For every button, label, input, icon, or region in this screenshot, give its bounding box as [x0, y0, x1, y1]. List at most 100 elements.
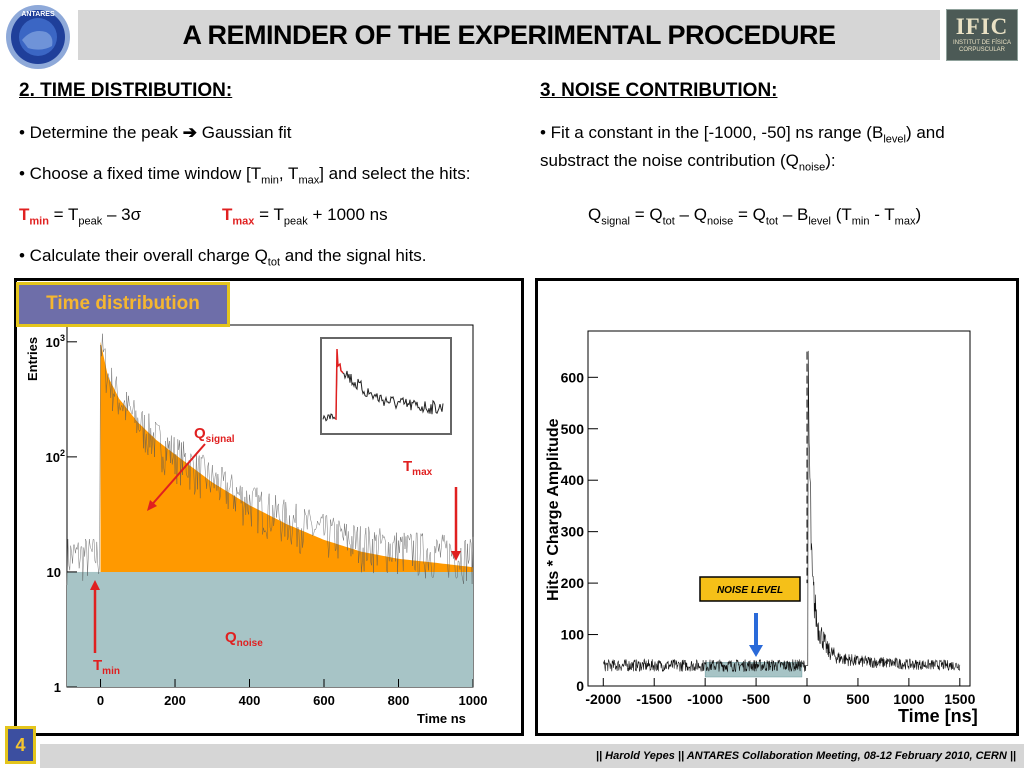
formula-text: = T	[254, 205, 284, 224]
y-tick-label: 300	[561, 524, 585, 540]
x-tick-label: 1000	[459, 693, 488, 708]
y-tick-label: 1	[54, 680, 61, 695]
bullet-calculate-charge: • Calculate their overall charge Qtot an…	[19, 246, 427, 268]
subscript: min	[29, 215, 49, 228]
x-tick-label: 600	[313, 693, 335, 708]
ific-logo-text: IFIC	[955, 14, 1009, 39]
bullet-text: ) and	[905, 123, 945, 142]
page-number: 4	[5, 726, 36, 764]
x-axis-label: Time [ns]	[898, 706, 978, 726]
x-tick-label: 200	[164, 693, 186, 708]
x-tick-label: 0	[97, 693, 104, 708]
subscript: level	[883, 133, 906, 146]
y-tick-label: 10	[47, 565, 61, 580]
subscript: max	[894, 215, 916, 228]
bullet-time-window: • Choose a fixed time window [Tmin, Tmax…	[19, 164, 470, 186]
formula-text: )	[915, 205, 922, 224]
subscript: tot	[662, 215, 675, 228]
bullet-text: • Determine the peak	[19, 123, 183, 142]
inset-peak-trace	[334, 348, 344, 421]
x-tick-label: 1500	[944, 691, 975, 707]
bullet-text: and the signal hits.	[280, 246, 427, 265]
formula-text: = Q	[733, 205, 766, 224]
formula-text: Q	[588, 205, 602, 224]
bullet-text: ] and select the hits:	[319, 164, 471, 183]
noise-level-arrowhead	[749, 645, 763, 657]
y-tick-label: 102	[46, 448, 65, 465]
tmin-label: Tmin	[93, 657, 120, 677]
y-tick-label: 200	[561, 575, 585, 591]
subscript: noise	[706, 215, 734, 228]
subscript: min	[261, 174, 279, 187]
bullet-text: Gaussian fit	[197, 123, 292, 142]
noise-contribution-heading: 3. NOISE CONTRIBUTION:	[540, 80, 778, 101]
x-tick-label: 500	[846, 691, 870, 707]
formula-text: = T	[48, 205, 79, 224]
subscript: tot	[765, 215, 779, 228]
tmax-arrowhead	[451, 551, 461, 561]
x-tick-label: -1500	[636, 691, 672, 707]
qsignal-arrowhead	[147, 500, 157, 511]
bullet-text: , T	[278, 164, 299, 183]
plot-frame	[587, 330, 971, 687]
qsignal-formula: Qsignal = Qtot – Qnoise = Qtot – Blevel …	[588, 205, 921, 227]
footer-bar	[40, 744, 1024, 768]
subscript: peak	[78, 215, 103, 228]
charge-amplitude-chart: -2000 -1500 -1000 -500 0 500 1000 1500 0 100 200 30…	[545, 330, 978, 726]
tmax-formula: Tmax = Tpeak + 1000 ns	[222, 205, 388, 227]
qnoise-label: Qnoise	[225, 629, 263, 649]
y-axis-label: Entries	[25, 337, 40, 381]
formula-symbol: T	[19, 205, 30, 224]
x-tick-label: -500	[742, 691, 770, 707]
formula-symbol: T	[222, 205, 233, 224]
y-tick-label: 400	[561, 472, 585, 488]
x-tick-label: -2000	[585, 691, 621, 707]
noise-level-box	[699, 576, 801, 602]
x-tick-label: 1000	[893, 691, 924, 707]
x-axis-label: Time ns	[417, 711, 466, 726]
charge-trace	[603, 350, 961, 673]
tmin-formula: Tmin = Tpeak – 3σ	[19, 205, 141, 227]
subscript: max	[298, 174, 320, 187]
antares-logo-text: ANTARES	[21, 11, 55, 18]
antares-logo: ANTARES	[2, 2, 74, 70]
bullet-text: • Fit a constant in the [-1000, -50] ns …	[540, 123, 884, 142]
noise-level-label: NOISE LEVEL	[717, 585, 783, 596]
formula-text: + 1000 ns	[307, 205, 388, 224]
ific-logo: IFIC INSTITUT DE FÍSICA CORPUSCULAR	[946, 9, 1018, 61]
subscript: tot	[267, 256, 281, 269]
qsignal-arrow	[148, 443, 206, 509]
qsignal-label: Qsignal	[194, 425, 235, 445]
bullet-text: • Calculate their overall charge Q	[19, 246, 268, 265]
noise-area	[67, 571, 473, 687]
y-tick-label: 0	[576, 678, 584, 694]
y-axis-label: Hits * Charge Amplitude	[545, 418, 562, 601]
bullet-determine-peak: • Determine the peak ➔ Gaussian fit	[19, 123, 292, 143]
time-distribution-label: Time distribution	[16, 282, 230, 327]
bullet-text: • Choose a fixed time window [T	[19, 164, 262, 183]
slide-title: A REMINDER OF THE EXPERIMENTAL PROCEDURE	[182, 20, 836, 50]
signal-area	[100, 341, 473, 572]
formula-text: = Q	[629, 205, 663, 224]
tmax-label: Tmax	[403, 458, 433, 478]
x-tick-label: 0	[803, 691, 811, 707]
histogram-trace	[66, 333, 474, 586]
bullet-text: ):	[825, 151, 836, 170]
y-tick-label: 600	[561, 369, 585, 385]
subscript: min	[851, 215, 870, 228]
y-tick-label: 100	[561, 627, 585, 643]
title-bar	[78, 10, 940, 60]
formula-text: – Q	[674, 205, 707, 224]
subscript: noise	[798, 161, 826, 174]
formula-text: (T	[830, 205, 852, 224]
inset-frame	[320, 337, 452, 435]
arrow-right-icon: ➔	[182, 123, 198, 142]
formula-text: - T	[869, 205, 895, 224]
formula-text: – B	[778, 205, 809, 224]
tmin-arrowhead	[90, 580, 100, 590]
subscript: peak	[283, 215, 308, 228]
x-tick-label: -1000	[687, 691, 723, 707]
x-tick-label: 800	[388, 693, 410, 708]
y-tick-label: 500	[561, 421, 585, 437]
ific-logo-subtext: INSTITUT DE FÍSICA CORPUSCULAR	[953, 40, 1011, 53]
